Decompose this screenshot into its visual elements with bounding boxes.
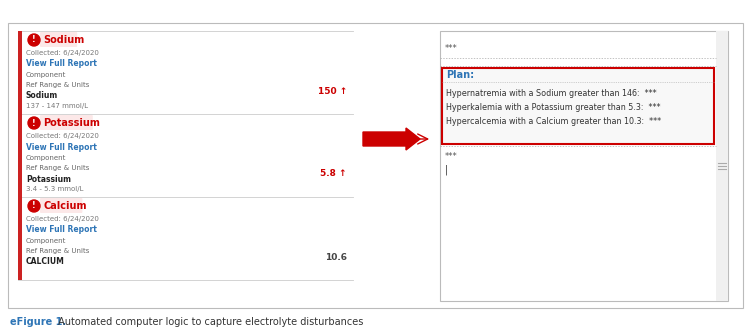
FancyBboxPatch shape xyxy=(40,198,83,213)
Text: View Full Report: View Full Report xyxy=(26,142,97,152)
Text: Sodium: Sodium xyxy=(26,91,59,100)
Text: Component: Component xyxy=(26,72,66,78)
FancyBboxPatch shape xyxy=(18,114,353,197)
Text: CALCIUM: CALCIUM xyxy=(26,257,65,266)
Text: Component: Component xyxy=(26,155,66,161)
FancyBboxPatch shape xyxy=(18,197,353,280)
Text: !: ! xyxy=(32,119,36,127)
Text: Hyperkalemia with a Potassium greater than 5.3:  ***: Hyperkalemia with a Potassium greater th… xyxy=(446,102,660,112)
Text: 10.6: 10.6 xyxy=(325,252,347,261)
Text: Sodium: Sodium xyxy=(43,35,84,45)
FancyBboxPatch shape xyxy=(440,31,728,301)
FancyBboxPatch shape xyxy=(8,23,743,308)
Text: View Full Report: View Full Report xyxy=(26,225,97,235)
Circle shape xyxy=(28,34,40,46)
Text: !: ! xyxy=(32,202,36,210)
Text: !: ! xyxy=(32,36,36,44)
Text: Collected: 6/24/2020: Collected: 6/24/2020 xyxy=(26,216,99,222)
Circle shape xyxy=(28,117,40,129)
FancyArrow shape xyxy=(363,128,420,150)
Text: Ref Range & Units: Ref Range & Units xyxy=(26,165,89,171)
FancyBboxPatch shape xyxy=(18,114,22,197)
Text: Potassium: Potassium xyxy=(43,118,100,128)
FancyBboxPatch shape xyxy=(40,115,93,130)
Text: Potassium: Potassium xyxy=(26,174,71,183)
Text: eFigure 1.: eFigure 1. xyxy=(10,317,66,327)
Text: 3.4 - 5.3 mmol/L: 3.4 - 5.3 mmol/L xyxy=(26,186,83,192)
Text: Plan:: Plan: xyxy=(446,70,474,80)
FancyBboxPatch shape xyxy=(40,32,77,47)
Text: Hypernatremia with a Sodium greater than 146:  ***: Hypernatremia with a Sodium greater than… xyxy=(446,88,656,97)
Text: View Full Report: View Full Report xyxy=(26,59,97,69)
Text: Hypercalcemia with a Calcium greater than 10.3:  ***: Hypercalcemia with a Calcium greater tha… xyxy=(446,117,661,126)
Text: Collected: 6/24/2020: Collected: 6/24/2020 xyxy=(26,133,99,139)
Text: 137 - 147 mmol/L: 137 - 147 mmol/L xyxy=(26,103,88,109)
Text: Collected: 6/24/2020: Collected: 6/24/2020 xyxy=(26,50,99,56)
FancyBboxPatch shape xyxy=(442,68,714,144)
Text: Ref Range & Units: Ref Range & Units xyxy=(26,248,89,254)
Text: Calcium: Calcium xyxy=(43,201,86,211)
Text: ***: *** xyxy=(445,152,458,161)
FancyBboxPatch shape xyxy=(18,31,22,114)
Text: |: | xyxy=(445,165,448,175)
Text: Automated computer logic to capture electrolyte disturbances: Automated computer logic to capture elec… xyxy=(55,317,363,327)
Text: Ref Range & Units: Ref Range & Units xyxy=(26,82,89,88)
Text: ***: *** xyxy=(445,43,458,52)
FancyBboxPatch shape xyxy=(18,31,353,114)
FancyBboxPatch shape xyxy=(18,197,22,280)
Text: Component: Component xyxy=(26,238,66,244)
Circle shape xyxy=(28,200,40,212)
FancyBboxPatch shape xyxy=(716,31,728,301)
Text: 150 ↑: 150 ↑ xyxy=(318,86,347,95)
Text: 5.8 ↑: 5.8 ↑ xyxy=(321,169,347,178)
